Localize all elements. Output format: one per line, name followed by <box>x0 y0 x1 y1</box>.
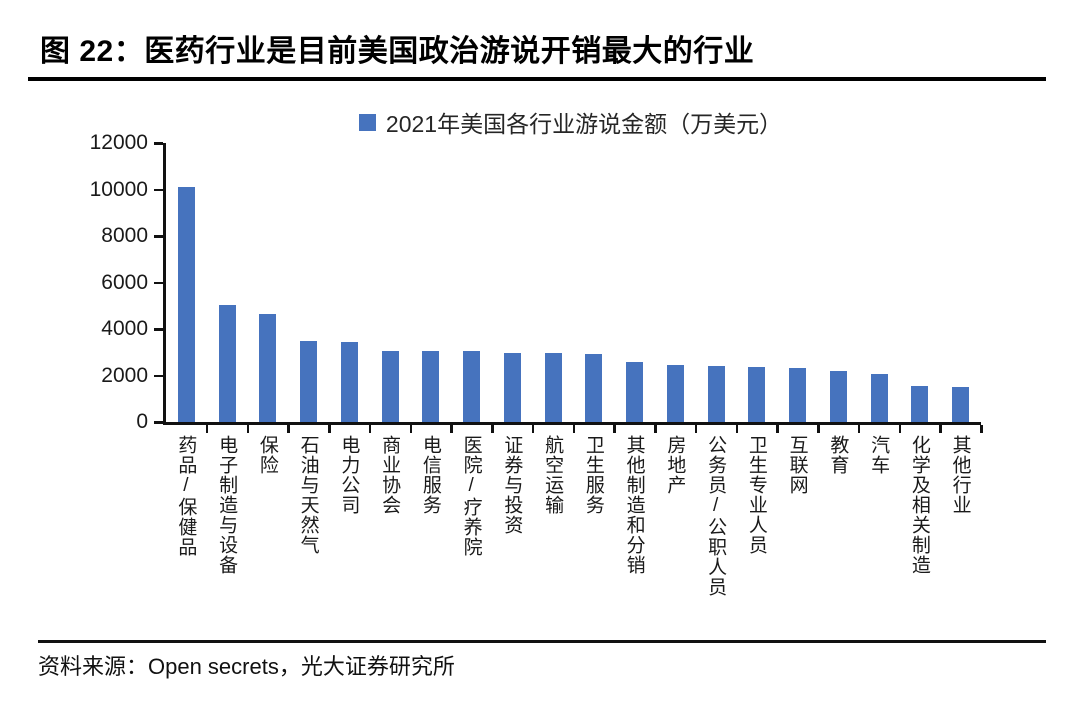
y-axis-tick <box>154 328 163 331</box>
x-category-label: 石油与天然气 <box>297 435 319 555</box>
x-axis-tick <box>939 425 942 433</box>
x-axis-tick <box>409 425 412 433</box>
bar <box>952 387 970 422</box>
x-axis-tick <box>246 425 249 433</box>
x-category-label: 证券与投资 <box>501 435 523 535</box>
y-axis-tick-label: 10000 <box>89 177 148 201</box>
y-axis-tick-label: 6000 <box>101 270 148 294</box>
bar <box>626 361 644 422</box>
x-axis-tick <box>776 425 779 433</box>
x-category-label: 保险 <box>256 435 278 475</box>
y-axis-tick-label: 4000 <box>101 317 148 340</box>
x-category-label: 航空运输 <box>542 435 564 515</box>
y-axis-tick <box>154 281 163 284</box>
bar <box>503 353 521 422</box>
x-category-label: 教育 <box>827 435 849 475</box>
x-axis-tick <box>980 425 983 433</box>
legend-label: 2021年美国各行业游说金额（万美元） <box>385 111 783 137</box>
bar <box>340 341 358 422</box>
bar <box>463 351 481 422</box>
x-axis-tick <box>694 425 698 433</box>
title-divider <box>28 77 1046 81</box>
y-axis-tick <box>154 235 163 238</box>
x-axis-tick <box>857 425 861 433</box>
x-category-label: 其他行业 <box>949 435 971 515</box>
x-axis-tick <box>368 425 372 433</box>
y-axis-tick <box>154 421 163 424</box>
bar <box>829 371 847 422</box>
y-axis-tick <box>154 188 163 191</box>
x-axis-tick <box>613 425 616 433</box>
footer-divider <box>38 640 1046 643</box>
x-axis-tick <box>328 425 331 433</box>
bar <box>789 367 807 422</box>
bar <box>422 350 440 422</box>
x-category-label: 卫生专业人员 <box>745 435 767 555</box>
x-axis-tick <box>817 425 820 433</box>
x-category-label: 汽车 <box>868 435 890 475</box>
x-category-label: 商业协会 <box>379 435 401 515</box>
x-category-label: 公务员/公职人员 <box>705 435 727 597</box>
bar <box>707 366 725 422</box>
x-category-label: 房地产 <box>664 435 686 495</box>
x-axis-tick <box>898 425 901 433</box>
bar <box>870 373 888 422</box>
bar <box>911 385 929 422</box>
x-category-label: 电信服务 <box>419 435 441 515</box>
x-category-label: 医院/疗养院 <box>460 435 482 557</box>
y-axis-tick-label: 8000 <box>101 224 148 247</box>
y-axis-tick <box>154 142 163 145</box>
bar <box>177 187 195 422</box>
x-category-label: 电力公司 <box>338 435 360 515</box>
x-axis-tick <box>654 425 657 433</box>
y-axis-tick <box>154 374 163 377</box>
x-category-label: 电子制造与设备 <box>216 435 238 575</box>
plot-area: 0 2000 4000 6000 8000 10000 12000 药品/保健品 电子制造与设备… <box>90 131 983 597</box>
y-axis-tick-label: 0 <box>136 410 148 433</box>
x-axis-tick <box>205 425 209 433</box>
bar <box>666 365 684 422</box>
lobbying-bar-chart: 2021年美国各行业游说金额（万美元） 0 2000 4000 6000 8000 100… <box>0 90 1080 635</box>
legend-swatch-icon <box>358 113 376 131</box>
x-axis-tick <box>450 425 453 433</box>
x-axis-tick <box>735 425 738 433</box>
bar <box>259 313 277 422</box>
x-category-label: 互联网 <box>786 435 808 495</box>
x-category-label: 药品/保健品 <box>175 435 197 557</box>
x-category-label: 其他制造和分销 <box>623 435 645 575</box>
x-axis-tick <box>287 425 290 433</box>
x-axis-tick <box>491 425 494 433</box>
bar <box>748 367 766 422</box>
bar <box>585 353 603 422</box>
bar <box>544 353 562 422</box>
x-category-label: 化学及相关制造 <box>908 435 930 575</box>
source-note: 资料来源：Open secrets，光大证券研究所 <box>38 654 455 679</box>
x-axis-tick <box>531 425 535 433</box>
figure-title: 图 22：医药行业是目前美国政治游说开销最大的行业 <box>40 35 755 68</box>
x-axis-tick <box>572 425 575 433</box>
y-axis-tick-label: 2000 <box>101 363 148 387</box>
chart-legend: 2021年美国各行业游说金额（万美元） <box>163 105 978 139</box>
y-axis-tick-label: 12000 <box>89 131 148 154</box>
bar <box>218 304 236 422</box>
bar <box>300 340 318 422</box>
x-category-label: 卫生服务 <box>582 435 604 515</box>
bar <box>381 351 399 422</box>
